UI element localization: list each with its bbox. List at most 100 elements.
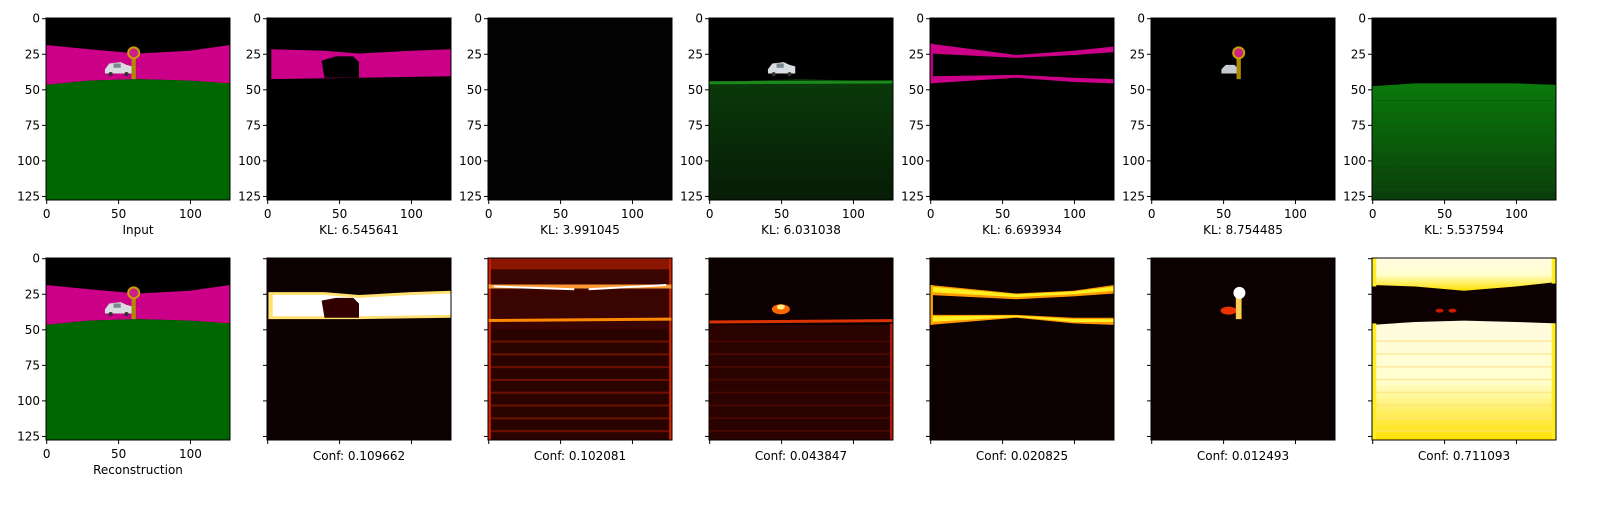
- y-tick-label: 100: [1122, 154, 1145, 168]
- panel-r2-c3-texture-row: [488, 340, 672, 343]
- panel-caption: Conf: 0.020825: [976, 449, 1068, 463]
- x-tick-label: 0: [1148, 207, 1156, 221]
- y-tick-label: 100: [1343, 154, 1366, 168]
- panel-r1-c5-sky-top-edge: [930, 43, 1114, 58]
- panel-caption: KL: 8.754485: [1203, 223, 1283, 237]
- panel-r2-c5-bg: [930, 258, 1114, 440]
- y-tick-label: 25: [688, 47, 703, 61]
- panel-r1-c2-car-hole: [321, 56, 359, 78]
- panel-r2-c2-frame: [266, 257, 452, 441]
- x-tick-label: 50: [1437, 207, 1452, 221]
- y-tick-label: 50: [25, 83, 40, 97]
- panel-r2-c3-texture-row: [488, 417, 672, 420]
- panel-r2-c7-top-band: [1372, 258, 1556, 291]
- panel-caption: Conf: 0.043847: [755, 449, 847, 463]
- panel-r2-c3-texture-row: [488, 391, 672, 394]
- panel-r1-c6: [1151, 18, 1335, 200]
- x-tick-label: 0: [43, 207, 51, 221]
- panel-r2-c4-frame: [708, 257, 894, 441]
- panel-r2-c1-frame: [45, 257, 231, 441]
- y-tick-label: 50: [246, 83, 261, 97]
- panel-r2-c6-car-glow: [1220, 306, 1237, 315]
- panel-r2-c5: [930, 258, 1114, 440]
- panel-r2-c7-top-right-edge: [1551, 258, 1556, 284]
- y-tick-label: 50: [1351, 83, 1366, 97]
- panel-r2-c3-frame: [487, 257, 673, 441]
- y-tick-label: 0: [1358, 12, 1366, 26]
- panel-r1-c1: [46, 18, 230, 200]
- panel-r2-c7-top-left-edge: [1372, 258, 1377, 287]
- y-tick-label: 0: [1137, 12, 1145, 26]
- panel-caption: Input: [122, 223, 153, 237]
- y-tick-label: 75: [1351, 118, 1366, 132]
- y-tick-label: 100: [238, 154, 261, 168]
- panel-r2-c3-upper-line-core: [588, 284, 667, 291]
- panel-r1-c1-car-wheel-front: [108, 71, 113, 77]
- panel-r1-c2-sky-band: [271, 49, 451, 80]
- panel-caption: KL: 6.693934: [982, 223, 1062, 237]
- y-tick-label: 50: [25, 323, 40, 337]
- panel-r1-c4-car-wheel-front: [771, 72, 776, 77]
- y-tick-label: 125: [1122, 189, 1145, 203]
- panel-r1-c2: [267, 18, 451, 200]
- y-tick-label: 100: [680, 154, 703, 168]
- panel-r1-c4: [709, 18, 893, 200]
- panel-r2-c6: [1151, 258, 1335, 440]
- panel-r2-c3: [488, 258, 672, 440]
- panel-r1-c7-ground: [1372, 83, 1556, 200]
- panel-caption: Conf: 0.102081: [534, 449, 626, 463]
- panel-r2-c1-tree-crown: [127, 286, 141, 300]
- panel-r2-c7-spot: [1448, 308, 1457, 313]
- y-tick-label: 125: [17, 189, 40, 203]
- panel-r2-c6-tree-crown: [1233, 286, 1246, 299]
- panel-r1-c1-sky: [46, 45, 230, 85]
- panel-r2-c4-car-core: [776, 304, 785, 310]
- panel-caption: KL: 3.991045: [540, 223, 620, 237]
- panel-r2-c1: [46, 258, 230, 440]
- panel-r2-c5-frame: [929, 257, 1115, 441]
- panel-r1-c7: [1372, 18, 1556, 200]
- panel-caption: KL: 6.031038: [761, 223, 841, 237]
- y-tick-label: 125: [901, 189, 924, 203]
- panel-r2-c3-texture-row: [488, 430, 672, 433]
- y-tick-label: 100: [17, 154, 40, 168]
- panel-r2-c2-sky-core: [272, 293, 451, 317]
- y-tick-label: 0: [32, 252, 40, 266]
- panel-r2-c3-texture-row: [488, 378, 672, 381]
- panel-r2-c3-left-edge: [488, 258, 491, 440]
- y-tick-label: 25: [909, 47, 924, 61]
- y-tick-label: 25: [1351, 47, 1366, 61]
- panel-r2-c3-texture-row: [488, 353, 672, 356]
- panel-r1-c5-bg: [930, 18, 1114, 200]
- panel-r1-c6-frame: [1150, 17, 1336, 201]
- y-tick-label: 50: [909, 83, 924, 97]
- panel-r2-c7-texture-row: [1372, 353, 1556, 355]
- y-tick-label: 25: [467, 47, 482, 61]
- panel-r1-c4-car-window: [776, 63, 784, 68]
- panel-r2-c7-texture-row: [1372, 430, 1556, 432]
- x-tick-label: 100: [1284, 207, 1307, 221]
- panel-r2-c1-car-wheel-front: [108, 311, 113, 317]
- y-tick-label: 100: [17, 394, 40, 408]
- y-tick-label: 75: [25, 118, 40, 132]
- panel-r1-c1-tree-crown: [127, 46, 141, 60]
- y-tick-label: 75: [688, 118, 703, 132]
- panel-caption: Reconstruction: [93, 463, 183, 477]
- x-tick-label: 100: [621, 207, 644, 221]
- panel-r2-c7-frame: [1371, 257, 1557, 441]
- panel-r2-c6-bg: [1151, 258, 1335, 440]
- panel-r1-c1-tree-trunk: [131, 54, 136, 80]
- panel-r2-c7-texture-row: [1372, 366, 1556, 368]
- x-tick-label: 100: [179, 447, 202, 461]
- panel-r1-c6-tree-crown: [1232, 46, 1246, 60]
- y-tick-label: 0: [916, 12, 924, 26]
- panel-r1-c1-ground: [46, 79, 230, 200]
- panel-r2-c6-frame: [1150, 257, 1336, 441]
- panel-r2-c1-car-wheel-rear: [124, 311, 129, 317]
- panel-r2-c3-texture-row: [488, 366, 672, 369]
- panel-r1-c6-tree-trunk: [1236, 54, 1241, 80]
- x-tick-label: 50: [1216, 207, 1231, 221]
- y-tick-label: 75: [246, 118, 261, 132]
- x-tick-label: 100: [842, 207, 865, 221]
- panel-r2-c4-right-edge: [890, 323, 893, 440]
